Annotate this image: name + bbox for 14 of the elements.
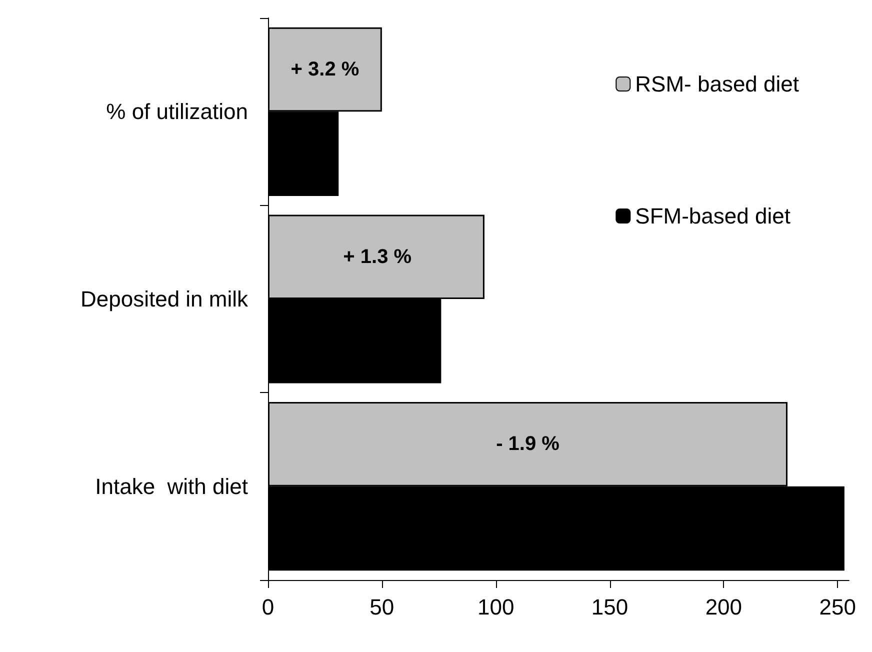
annotation: - 1.9 % <box>496 433 560 456</box>
legend-label: RSM- based diet <box>635 72 800 96</box>
x-tick-label: 0 <box>262 594 274 620</box>
x-tick-label: 250 <box>819 594 856 620</box>
y-tick-label: Intake with diet <box>95 474 248 499</box>
x-tick-label: 50 <box>370 594 394 620</box>
y-tick-label: Deposited in milk <box>80 286 249 312</box>
annotation: + 1.3 % <box>343 246 412 268</box>
x-tick-label: 150 <box>591 594 628 620</box>
y-tick-label: % of utilization <box>106 99 248 124</box>
x-tick-label: 100 <box>477 594 514 620</box>
x-tick-label: 200 <box>705 594 742 620</box>
annotation: + 3.2 % <box>290 58 360 81</box>
legend-label: SFM-based diet <box>635 204 790 228</box>
